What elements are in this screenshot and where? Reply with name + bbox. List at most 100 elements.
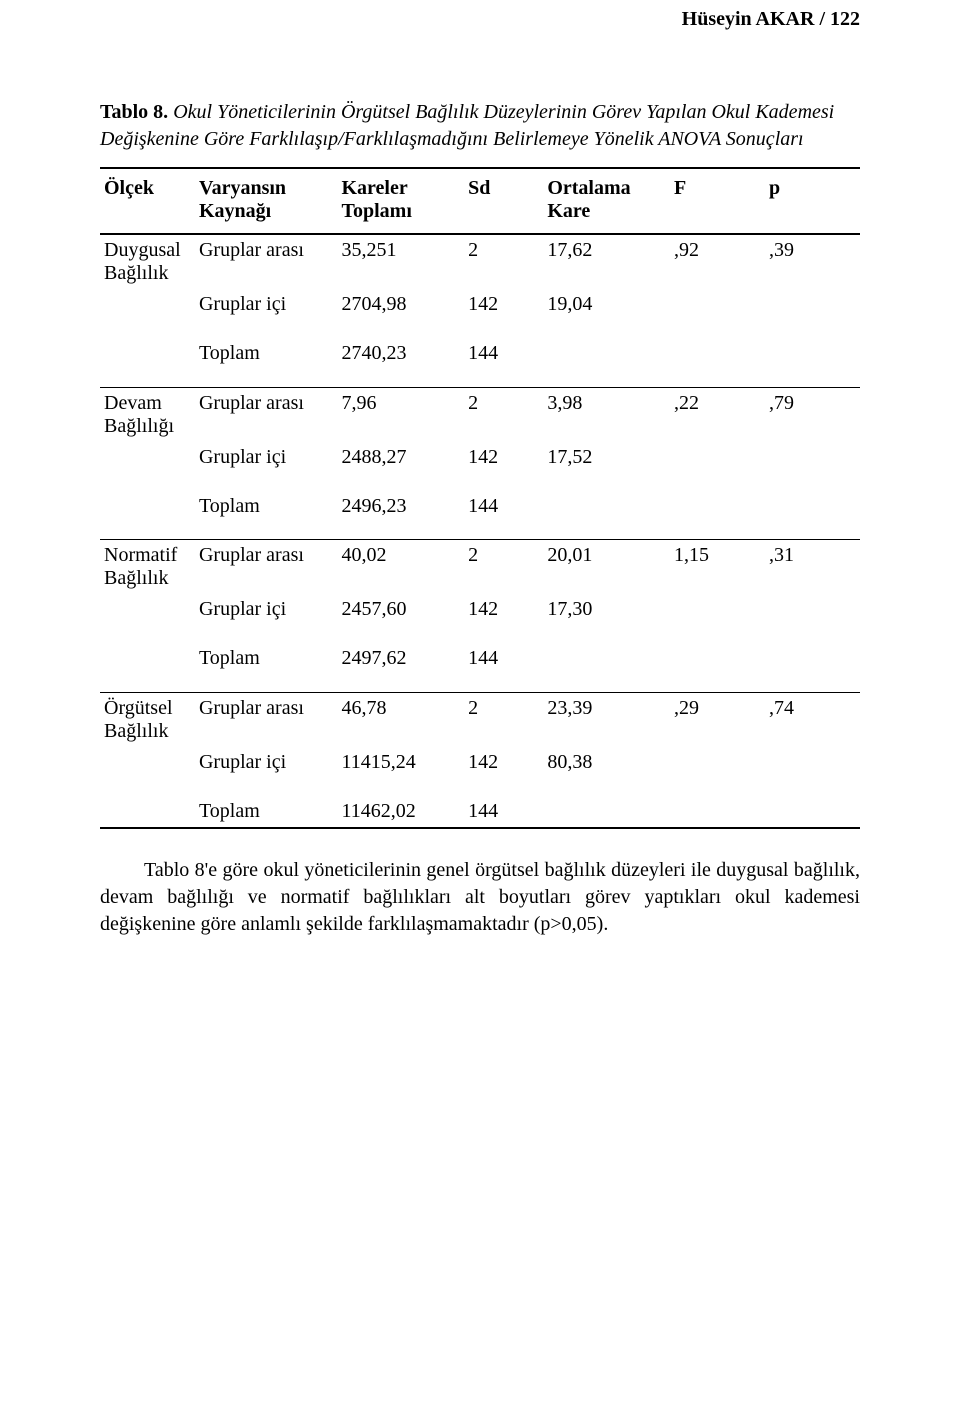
table-row: Gruplar içi 2488,27 142 17,52 <box>100 442 860 473</box>
col-kaynak-l2: Kaynağı <box>199 200 271 222</box>
gap-row <box>100 674 860 692</box>
table-row: Örgütsel Bağlılık Gruplar arası 46,78 2 … <box>100 692 860 747</box>
table-title: Okul Yöneticilerinin Örgütsel Bağlılık D… <box>100 101 834 150</box>
f-cell: ,29 <box>670 692 765 747</box>
f-cell: 1,15 <box>670 540 765 595</box>
sd-cell: 142 <box>464 594 543 625</box>
gap-row <box>100 625 860 643</box>
src-cell: Toplam <box>195 796 338 828</box>
sumsq-cell: 2457,60 <box>337 594 464 625</box>
sumsq-cell: 11462,02 <box>337 796 464 828</box>
scale-cell: Devam Bağlılığı <box>100 387 195 442</box>
sd-cell: 144 <box>464 643 543 674</box>
p-cell: ,79 <box>765 387 860 442</box>
scale-l2: Bağlılık <box>104 720 168 742</box>
scale-cell: Duygusal Bağlılık <box>100 234 195 289</box>
sumsq-cell: 2496,23 <box>337 491 464 522</box>
col-sumsq-l1: Kareler <box>341 177 407 199</box>
src-cell: Gruplar arası <box>195 387 338 442</box>
p-cell: ,31 <box>765 540 860 595</box>
scale-l1: Devam <box>104 392 162 414</box>
src-cell: Gruplar içi <box>195 289 338 320</box>
sd-cell: 2 <box>464 692 543 747</box>
col-f: F <box>670 168 765 234</box>
src-cell: Gruplar arası <box>195 540 338 595</box>
col-meansq-l1: Ortalama <box>547 177 630 199</box>
table-row: Gruplar içi 2457,60 142 17,30 <box>100 594 860 625</box>
src-cell: Gruplar arası <box>195 234 338 289</box>
meansq-cell: 17,62 <box>543 234 670 289</box>
src-cell: Gruplar arası <box>195 692 338 747</box>
col-sd: Sd <box>464 168 543 234</box>
scale-l2: Bağlılık <box>104 567 168 589</box>
meansq-cell: 20,01 <box>543 540 670 595</box>
table-row: Duygusal Bağlılık Gruplar arası 35,251 2… <box>100 234 860 289</box>
meansq-cell: 17,52 <box>543 442 670 473</box>
table-row: Toplam 2496,23 144 <box>100 491 860 522</box>
src-cell: Gruplar içi <box>195 442 338 473</box>
table-head: Ölçek Varyansın Kaynağı Kareler Toplamı … <box>100 168 860 234</box>
col-olcek: Ölçek <box>100 168 195 234</box>
gap-row <box>100 320 860 338</box>
table-number: Tablo 8. <box>100 101 168 123</box>
src-cell: Toplam <box>195 643 338 674</box>
sd-cell: 2 <box>464 234 543 289</box>
col-meansq-l2: Kare <box>547 200 590 222</box>
scale-l1: Örgütsel <box>104 697 173 719</box>
col-sumsq: Kareler Toplamı <box>337 168 464 234</box>
sumsq-cell: 2488,27 <box>337 442 464 473</box>
table-body: Duygusal Bağlılık Gruplar arası 35,251 2… <box>100 234 860 828</box>
p-cell: ,74 <box>765 692 860 747</box>
sumsq-cell: 40,02 <box>337 540 464 595</box>
gap-row <box>100 778 860 796</box>
table-row: Gruplar içi 2704,98 142 19,04 <box>100 289 860 320</box>
running-head: Hüseyin AKAR / 122 <box>100 8 860 31</box>
src-cell: Toplam <box>195 338 338 369</box>
sd-cell: 2 <box>464 387 543 442</box>
f-cell: ,92 <box>670 234 765 289</box>
scale-l1: Normatif <box>104 544 177 566</box>
col-p: p <box>765 168 860 234</box>
scale-cell: Normatif Bağlılık <box>100 540 195 595</box>
src-cell: Gruplar içi <box>195 747 338 778</box>
meansq-cell: 80,38 <box>543 747 670 778</box>
col-meansq: Ortalama Kare <box>543 168 670 234</box>
sd-cell: 144 <box>464 796 543 828</box>
meansq-cell: 17,30 <box>543 594 670 625</box>
page: Hüseyin AKAR / 122 Tablo 8. Okul Yönetic… <box>0 0 960 1424</box>
src-cell: Toplam <box>195 491 338 522</box>
meansq-cell: 3,98 <box>543 387 670 442</box>
sd-cell: 142 <box>464 442 543 473</box>
scale-l2: Bağlılığı <box>104 415 174 437</box>
sumsq-cell: 2704,98 <box>337 289 464 320</box>
sd-cell: 142 <box>464 289 543 320</box>
p-cell: ,39 <box>765 234 860 289</box>
sumsq-cell: 46,78 <box>337 692 464 747</box>
gap-row <box>100 522 860 540</box>
table-row: Toplam 2740,23 144 <box>100 338 860 369</box>
meansq-cell: 23,39 <box>543 692 670 747</box>
f-cell: ,22 <box>670 387 765 442</box>
sd-cell: 142 <box>464 747 543 778</box>
sumsq-cell: 2497,62 <box>337 643 464 674</box>
gap-row <box>100 473 860 491</box>
table-row: Toplam 11462,02 144 <box>100 796 860 828</box>
sd-cell: 2 <box>464 540 543 595</box>
table-row: Normatif Bağlılık Gruplar arası 40,02 2 … <box>100 540 860 595</box>
gap-row <box>100 369 860 387</box>
anova-table: Ölçek Varyansın Kaynağı Kareler Toplamı … <box>100 167 860 829</box>
table-row: Gruplar içi 11415,24 142 80,38 <box>100 747 860 778</box>
scale-cell: Örgütsel Bağlılık <box>100 692 195 747</box>
scale-l2: Bağlılık <box>104 262 168 284</box>
col-sumsq-l2: Toplamı <box>341 200 411 222</box>
table-caption: Tablo 8. Okul Yöneticilerinin Örgütsel B… <box>100 99 860 153</box>
table-row: Toplam 2497,62 144 <box>100 643 860 674</box>
sumsq-cell: 35,251 <box>337 234 464 289</box>
col-kaynak-l1: Varyansın <box>199 177 286 199</box>
footnote-paragraph: Tablo 8'e göre okul yöneticilerinin gene… <box>100 857 860 938</box>
sd-cell: 144 <box>464 491 543 522</box>
meansq-cell: 19,04 <box>543 289 670 320</box>
sd-cell: 144 <box>464 338 543 369</box>
src-cell: Gruplar içi <box>195 594 338 625</box>
col-kaynak: Varyansın Kaynağı <box>195 168 338 234</box>
